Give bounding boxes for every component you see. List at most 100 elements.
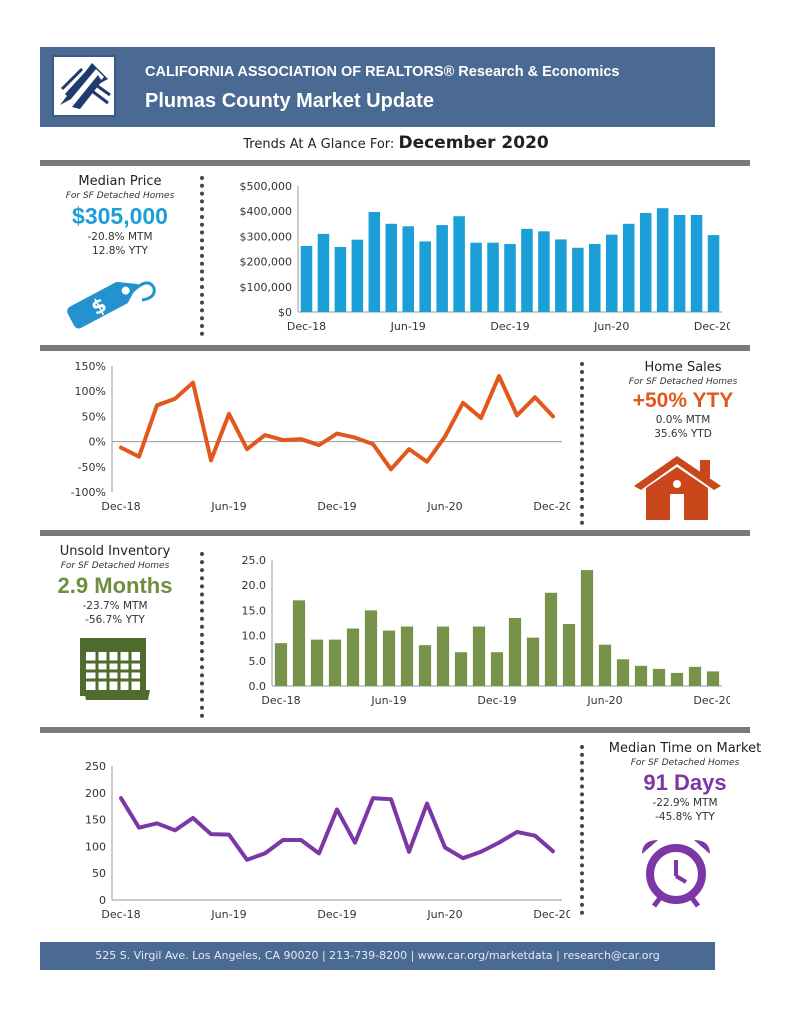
y-tick-label: 50 (92, 867, 106, 880)
bar-Oct-20 (670, 672, 684, 686)
bar-Mar-19 (328, 639, 342, 686)
x-tick-label: Dec-20 (693, 694, 730, 707)
bar-Apr-19 (346, 628, 360, 686)
series-line (119, 374, 555, 472)
y-tick-label: 200 (85, 787, 106, 800)
time-on-market-title: Median Time on Market (608, 741, 762, 756)
bar-Oct-19 (470, 242, 482, 312)
time-on-market-mtm: -22.9% MTM (652, 797, 718, 809)
house-icon (630, 452, 725, 526)
x-tick-label: Dec-20 (694, 320, 730, 333)
time-on-market-chart: 0 50 100 150 200 250 Dec-18 Jun-19 Dec-19 Jun-20 D… (85, 760, 570, 921)
bar-Jun-19 (402, 226, 415, 312)
bar-Jul-20 (616, 659, 630, 686)
y-tick-label: $200,000 (240, 256, 293, 269)
home-sales-mtm: 0.0% MTM (655, 414, 711, 426)
bar-Dec-18 (274, 643, 288, 686)
series-line (119, 796, 555, 862)
calendar-icon (78, 636, 154, 706)
bar-Apr-20 (562, 624, 576, 686)
bar-Jul-19 (419, 241, 431, 312)
home-sales-title: Home Sales (644, 360, 722, 375)
x-tick-label: Dec-20 (533, 500, 570, 513)
median-price-chart: $0 $100,000 $200,000 $300,000 $400,000 $500,0… (240, 180, 731, 333)
x-tick-label: Jun-19 (210, 500, 246, 513)
bar-Nov-19 (487, 242, 499, 312)
inventory-value: 2.9 Months (57, 573, 173, 598)
trends-period: December 2020 (398, 133, 549, 153)
bar-Jun-20 (605, 234, 618, 312)
bar-Jul-19 (400, 626, 414, 686)
x-tick-label: Dec-19 (477, 694, 516, 707)
median-price-mtm: -20.8% MTM (87, 231, 153, 243)
bar-Apr-20 (572, 247, 584, 312)
bar-Jul-20 (622, 223, 635, 312)
section-divider (40, 160, 750, 166)
inventory-yty: -56.7% YTY (85, 614, 145, 626)
x-tick-label: Jun-20 (586, 694, 622, 707)
bar-Aug-20 (639, 212, 652, 312)
bar-Aug-20 (634, 665, 648, 686)
x-tick-label: Jun-20 (426, 500, 462, 513)
bar-Aug-19 (436, 225, 448, 312)
trends-prefix: Trends At A Glance For: (243, 137, 395, 152)
dotted-separator (580, 745, 584, 915)
y-tick-label: -50% (78, 461, 106, 474)
section-divider (40, 727, 750, 733)
bar-Sep-20 (652, 668, 666, 686)
price-tag-icon: $ (58, 270, 158, 334)
trends-line: Trends At A Glance For: December 2020 (0, 133, 792, 153)
bar-Mar-19 (351, 239, 364, 312)
dotted-separator (580, 362, 584, 525)
section-divider (40, 345, 750, 351)
bar-Mar-20 (544, 592, 558, 686)
bar-Nov-19 (472, 626, 486, 686)
bar-Sep-20 (656, 208, 669, 312)
time-on-market-value: 91 Days (643, 770, 727, 795)
y-tick-label: 20.0 (242, 579, 267, 592)
dotted-separator (200, 552, 204, 718)
car-logo-icon (52, 55, 116, 117)
x-tick-label: Dec-19 (490, 320, 529, 333)
y-tick-label: $500,000 (240, 180, 293, 193)
y-tick-label: 25.0 (242, 554, 267, 567)
footer-contact: 525 S. Virgil Ave. Los Angeles, CA 90020… (95, 949, 660, 962)
home-sales-panel: Home Sales For SF Detached Homes +50% YT… (598, 360, 768, 441)
bar-May-19 (364, 610, 378, 686)
org-title: CALIFORNIA ASSOCIATION OF REALTORS® Rese… (145, 64, 620, 80)
bar-Apr-19 (368, 211, 381, 312)
inventory-panel: Unsold Inventory For SF Detached Homes 2… (35, 544, 195, 627)
y-tick-label: $400,000 (240, 205, 293, 218)
x-tick-label: Jun-20 (426, 908, 462, 921)
median-price-title: Median Price (78, 174, 162, 189)
footer-bar: 525 S. Virgil Ave. Los Angeles, CA 90020… (40, 942, 715, 970)
time-on-market-subtitle: For SF Detached Homes (630, 758, 740, 768)
bar-May-19 (385, 223, 398, 312)
inventory-mtm: -23.7% MTM (82, 600, 148, 612)
y-tick-label: $100,000 (240, 281, 293, 294)
bar-Feb-19 (334, 246, 347, 312)
x-tick-label: Dec-18 (101, 908, 140, 921)
bar-May-20 (580, 570, 594, 686)
home-sales-value: +50% YTY (632, 389, 734, 412)
bar-Jun-19 (382, 630, 396, 686)
home-sales-chart: -100% -50% 0% 50% 100% 150% Dec-18 Jun-19 Dec-19… (71, 360, 570, 513)
inventory-chart: 0.0 5.0 10.0 15.0 20.0 25.0 Dec-18 Jun-19 Dec-19… (242, 554, 731, 707)
bar-Aug-19 (418, 645, 432, 686)
y-tick-label: 5.0 (249, 655, 267, 668)
x-tick-label: Dec-19 (317, 908, 356, 921)
y-tick-label: 100 (85, 840, 106, 853)
y-tick-label: 0% (89, 436, 106, 449)
bar-Mar-20 (555, 239, 567, 312)
x-tick-label: Jun-19 (210, 908, 246, 921)
y-tick-label: 250 (85, 760, 106, 773)
y-tick-label: $0 (278, 306, 292, 319)
y-tick-label: $300,000 (240, 230, 293, 243)
page-title: Plumas County Market Update (145, 90, 434, 112)
home-sales-subtitle: For SF Detached Homes (628, 377, 738, 387)
median-price-value: $305,000 (72, 203, 168, 229)
bar-Jun-20 (598, 644, 612, 686)
inventory-subtitle: For SF Detached Homes (60, 561, 170, 571)
bar-May-20 (589, 243, 601, 312)
bar-Dec-18 (300, 245, 313, 312)
